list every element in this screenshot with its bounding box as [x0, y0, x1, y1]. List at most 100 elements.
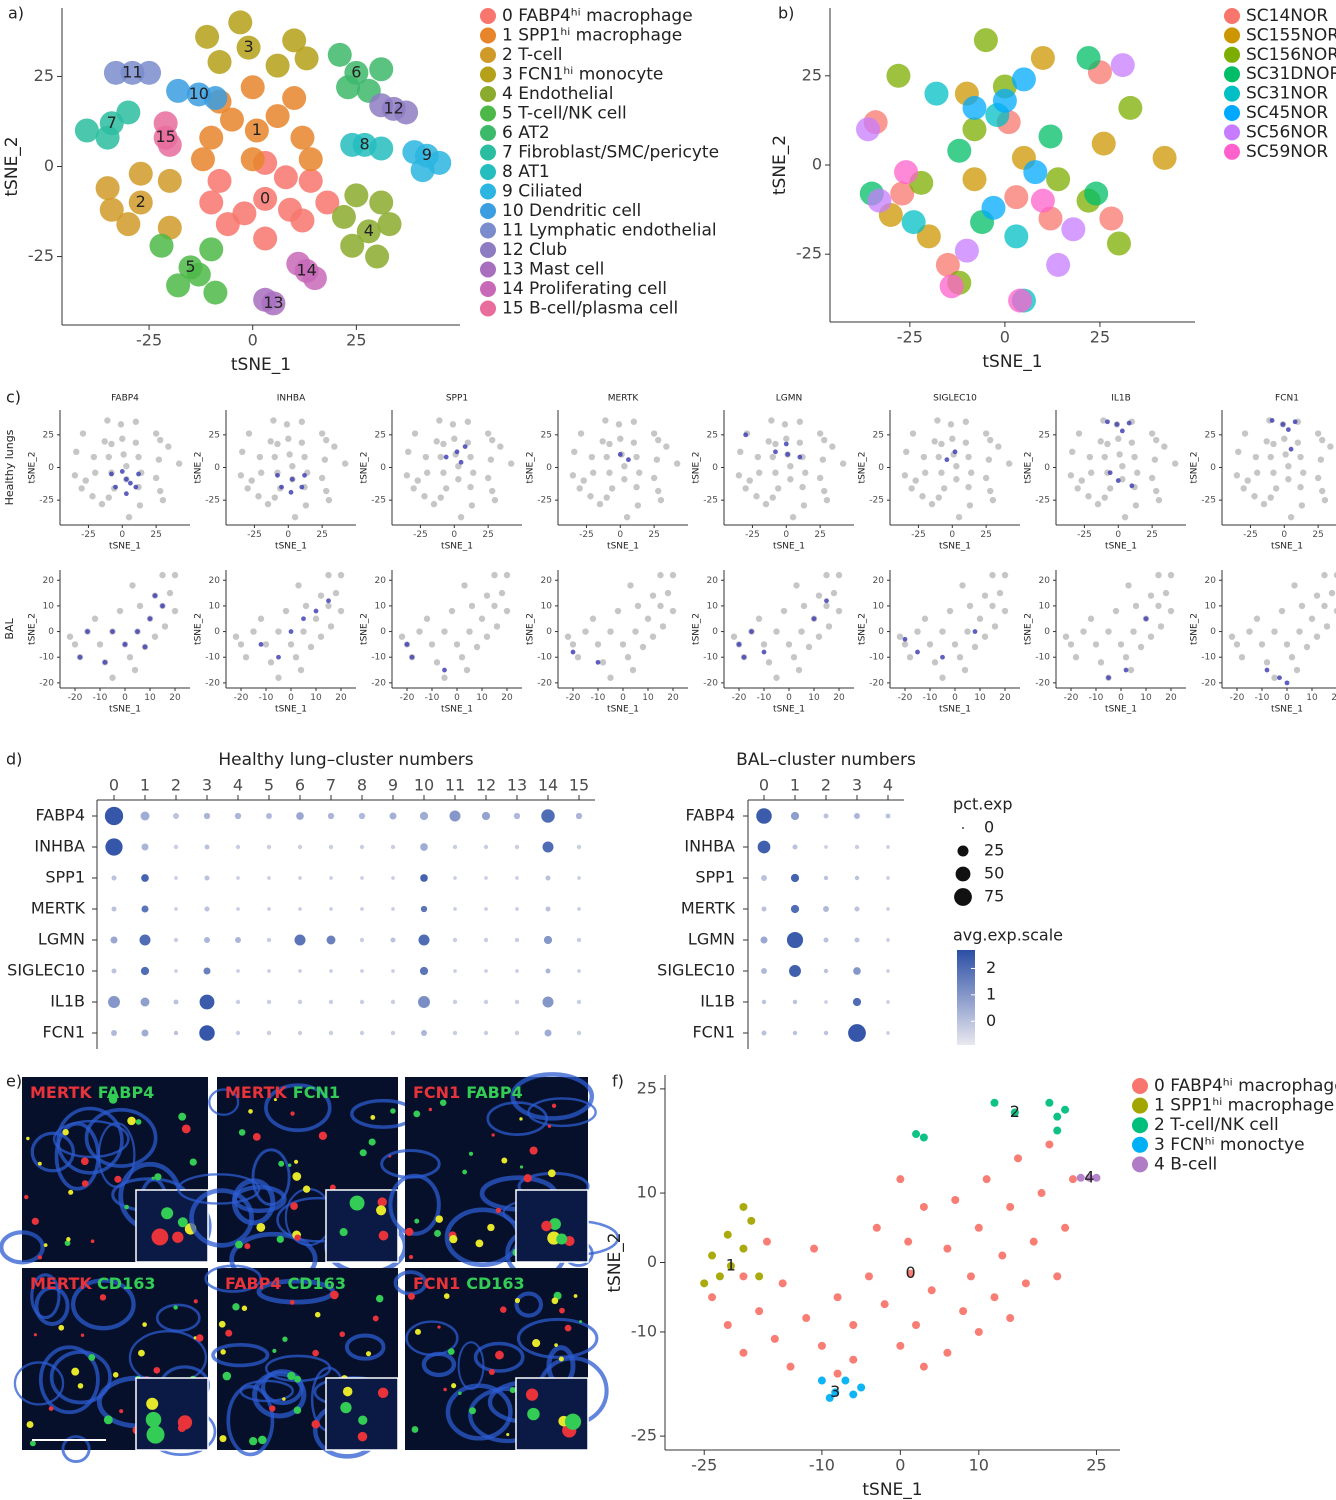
expression-point [289, 476, 295, 482]
cell [282, 1397, 286, 1401]
expression-point [443, 454, 449, 460]
y-tick-label: 0 [812, 155, 822, 174]
background-point [457, 513, 465, 521]
background-point [796, 418, 804, 425]
point [982, 1175, 991, 1184]
dotplot-title: Healthy lung–cluster numbers [218, 750, 473, 770]
background-point [587, 493, 594, 500]
inset-cell [340, 1401, 352, 1414]
background-point [453, 641, 461, 648]
cell [220, 1349, 226, 1355]
dot [266, 844, 272, 850]
point [817, 1376, 826, 1385]
background-point [1271, 674, 1278, 681]
point [927, 1286, 936, 1295]
background-point [953, 462, 960, 470]
cluster-label: 8 [360, 134, 370, 153]
expression-point [1105, 419, 1110, 425]
legend-swatch [480, 105, 496, 122]
legend-label: 1 SPP1ʰⁱ macrophage [1154, 1096, 1334, 1116]
background-point [473, 643, 481, 651]
background-point [451, 435, 458, 442]
background-point [89, 493, 96, 500]
background-point [951, 641, 959, 648]
y-tick-label: 0 [647, 1252, 657, 1271]
point [912, 1321, 921, 1329]
legend-swatch [480, 183, 496, 200]
point [228, 10, 253, 35]
expression-point [741, 654, 747, 660]
cell [43, 1243, 48, 1248]
cell [66, 1237, 71, 1242]
cell [439, 1099, 447, 1106]
cell [559, 1307, 565, 1314]
point [1092, 1173, 1101, 1182]
background-point [73, 448, 80, 456]
x-tick-label: -10 [93, 693, 108, 703]
background-point [802, 469, 809, 476]
point [157, 132, 182, 157]
y-axis-label: tSNE_2 [526, 452, 536, 484]
dot [483, 937, 489, 943]
cell [269, 1405, 276, 1412]
background-point [120, 451, 127, 458]
cell [225, 1329, 233, 1337]
background-point [1251, 493, 1258, 500]
y-tick-label: 0 [712, 627, 718, 637]
point [253, 226, 278, 251]
x-tick-label: -25 [745, 530, 760, 540]
micrograph: MERTK FABP4 [0, 1077, 212, 1265]
inset-cell [549, 1218, 561, 1230]
dot [420, 874, 428, 882]
expression-point [136, 471, 141, 477]
background-point [152, 430, 160, 437]
dot [140, 811, 150, 821]
background-point [590, 469, 597, 476]
x-tick-label: -10 [1255, 693, 1270, 703]
cell [468, 1151, 474, 1156]
point [906, 1269, 915, 1278]
x-tick-label: -10 [757, 693, 772, 703]
expression-point [1269, 418, 1275, 423]
column-label: 3 [852, 776, 862, 795]
background-point [1267, 494, 1274, 501]
color-bar [957, 950, 975, 1045]
y-tick-label: 10 [637, 1183, 657, 1202]
y-tick-label: 0 [48, 627, 54, 637]
y-tick-label: 0 [878, 627, 884, 637]
gene-title: FABP4 [111, 394, 139, 404]
inset-cell [172, 1231, 184, 1243]
background-point [653, 456, 661, 463]
expression-point [77, 654, 83, 660]
cell [153, 1366, 161, 1374]
x-tick-label: -20 [400, 693, 415, 703]
x-tick-label: -25 [247, 530, 262, 540]
expression-point [147, 616, 153, 622]
background-point [489, 436, 496, 444]
dot [452, 1030, 458, 1036]
cell [329, 1184, 336, 1191]
background-point [1125, 582, 1132, 589]
point [894, 160, 919, 185]
background-point [1122, 654, 1130, 661]
point [831, 1388, 840, 1397]
background-point [323, 436, 330, 444]
dot [886, 1031, 890, 1035]
background-point [800, 602, 808, 610]
inset-cell [349, 1195, 365, 1211]
panel-label: f) [612, 1072, 624, 1091]
background-point [405, 448, 412, 456]
background-point [995, 443, 1002, 450]
legend-label: 13 Mast cell [502, 260, 604, 280]
background-point [1282, 451, 1289, 458]
background-point [599, 438, 606, 445]
tissue-outline [52, 1119, 130, 1159]
background-point [1100, 417, 1107, 424]
x-tick-label: 0 [248, 331, 258, 350]
point [896, 1341, 905, 1350]
background-point [588, 453, 596, 461]
y-tick-label: 25 [1205, 430, 1216, 440]
point [924, 81, 949, 106]
point [298, 168, 323, 193]
point [919, 1362, 928, 1371]
